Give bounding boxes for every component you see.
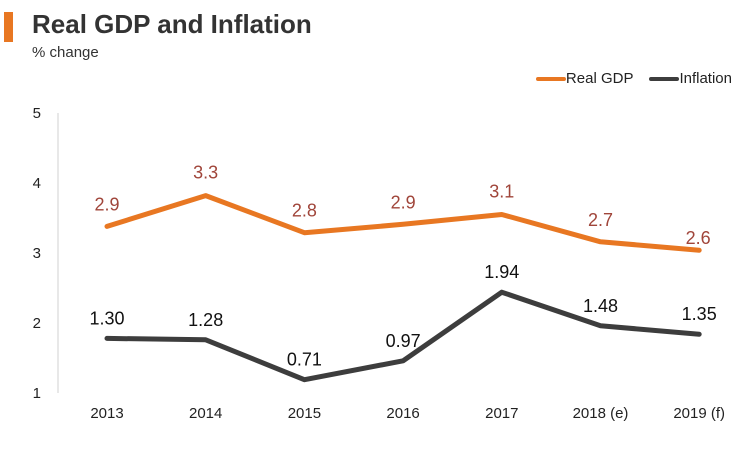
y-tick-label: 2 <box>33 315 41 332</box>
data-label-real-gdp: 2.9 <box>94 194 119 214</box>
data-label-real-gdp: 2.7 <box>588 210 613 230</box>
y-tick-label: 3 <box>33 245 41 262</box>
y-tick-label: 5 <box>33 105 41 122</box>
legend-item-inflation: Inflation <box>649 70 732 87</box>
data-label-real-gdp: 3.3 <box>193 163 218 183</box>
data-label-real-gdp: 2.6 <box>686 228 711 248</box>
x-tick-label: 2017 <box>485 405 518 422</box>
legend: Real GDP Inflation <box>520 70 732 87</box>
data-label-inflation: 1.94 <box>484 262 519 282</box>
legend-item-real-gdp: Real GDP <box>535 70 634 87</box>
chart-subtitle: % change <box>32 44 99 61</box>
data-label-inflation: 1.28 <box>188 310 223 330</box>
data-label-inflation: 0.71 <box>287 350 322 370</box>
legend-swatch-inflation <box>649 76 680 81</box>
chart-title: Real GDP and Inflation <box>32 9 312 39</box>
data-label-real-gdp: 2.9 <box>391 192 416 212</box>
data-label-inflation: 1.48 <box>583 296 618 316</box>
y-tick-label: 4 <box>33 175 41 192</box>
legend-label-real-gdp: Real GDP <box>565 70 634 87</box>
y-tick-label: 1 <box>33 385 41 402</box>
x-tick-label: 2016 <box>386 405 419 422</box>
x-tick-label: 2014 <box>189 405 222 422</box>
x-tick-label: 2013 <box>90 405 123 422</box>
data-label-real-gdp: 3.1 <box>489 182 514 202</box>
data-label-inflation: 1.30 <box>89 308 124 328</box>
title-accent-bar <box>4 12 13 42</box>
x-tick-label: 2019 (f) <box>673 405 725 422</box>
data-label-inflation: 0.97 <box>386 331 421 351</box>
data-label-real-gdp: 2.8 <box>292 201 317 221</box>
series-line-real-gdp <box>104 193 702 253</box>
data-label-inflation: 1.35 <box>682 304 717 324</box>
legend-label-inflation: Inflation <box>679 70 732 87</box>
series-line-inflation <box>104 289 702 383</box>
x-tick-label: 2015 <box>288 405 321 422</box>
legend-swatch-real-gdp <box>535 76 566 81</box>
x-tick-label: 2018 (e) <box>573 405 629 422</box>
